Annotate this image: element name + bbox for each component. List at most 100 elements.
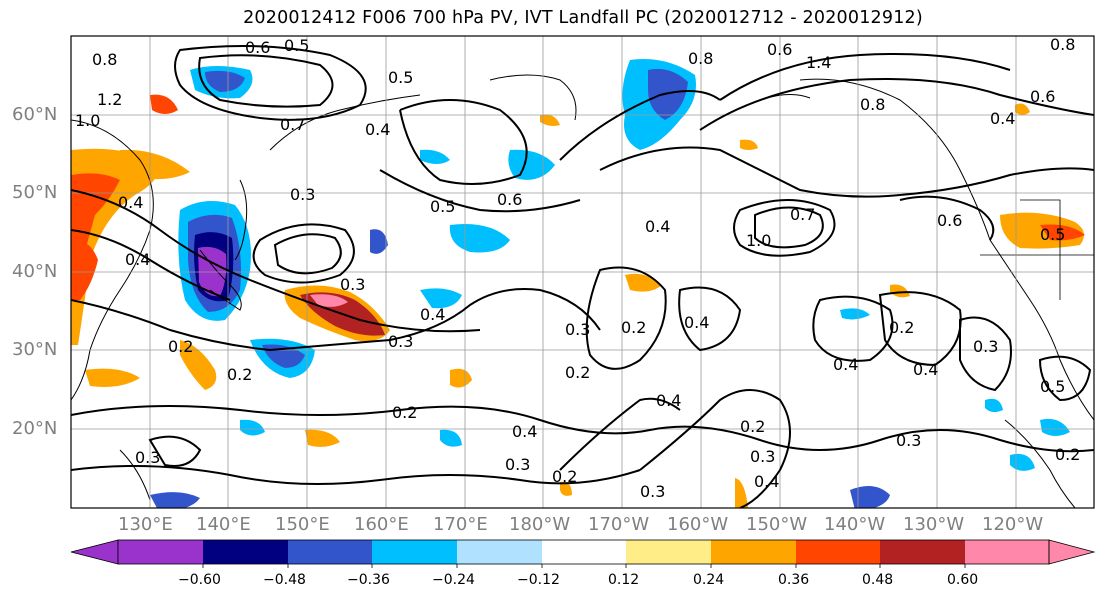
contour-label: 1.2 bbox=[97, 90, 122, 109]
contour-label: 0.6 bbox=[767, 40, 792, 59]
contour-label: 0.8 bbox=[860, 95, 885, 114]
shade-negative bbox=[420, 288, 462, 309]
lon-label: 160°E bbox=[354, 514, 409, 535]
lon-label: 170°E bbox=[433, 514, 488, 535]
contour-line bbox=[71, 189, 481, 333]
shade-negative bbox=[150, 492, 200, 508]
contour-line bbox=[585, 266, 667, 370]
contour-label: 0.4 bbox=[645, 217, 670, 236]
contour-line bbox=[719, 53, 1011, 101]
coastline bbox=[234, 179, 248, 261]
contour-label: 0.4 bbox=[990, 109, 1015, 128]
lon-label: 130°W bbox=[903, 514, 965, 535]
contour-label: 0.5 bbox=[388, 68, 413, 87]
contour-line bbox=[71, 465, 641, 485]
colorbar-segment bbox=[711, 540, 796, 564]
contour-label: 0.5 bbox=[1040, 377, 1065, 396]
contour-label: 0.2 bbox=[621, 318, 646, 337]
contour-label: 0.4 bbox=[512, 422, 537, 441]
shade-negative bbox=[240, 419, 265, 436]
shade-negative bbox=[370, 229, 388, 254]
contour-line bbox=[379, 169, 581, 213]
contour-label: 0.2 bbox=[565, 363, 590, 382]
lon-label: 150°E bbox=[275, 514, 330, 535]
contour-line bbox=[678, 286, 742, 352]
lat-label: 50°N bbox=[12, 182, 58, 203]
colorbar-tick-label: −0.12 bbox=[517, 572, 560, 588]
contour-line bbox=[1038, 355, 1092, 402]
contour-label: 0.8 bbox=[1050, 35, 1075, 54]
colorbar-segment bbox=[457, 540, 542, 564]
colorbar-tick-label: 0.36 bbox=[778, 572, 810, 588]
contour-line bbox=[174, 45, 367, 121]
contour-line bbox=[198, 54, 334, 108]
contour-line bbox=[559, 90, 721, 161]
contour-label: 0.3 bbox=[340, 275, 365, 294]
shade-negative bbox=[648, 68, 688, 120]
coastline bbox=[269, 94, 421, 151]
colorbar-tick-label: −0.48 bbox=[263, 572, 306, 588]
contour-label: 0.2 bbox=[1055, 445, 1080, 464]
contour-line bbox=[812, 295, 894, 362]
colorbar-tick-label: −0.36 bbox=[347, 572, 390, 588]
lon-label: 150°W bbox=[746, 514, 808, 535]
contour-label: 0.4 bbox=[833, 355, 858, 374]
lon-label: 140°E bbox=[196, 514, 251, 535]
shade-positive bbox=[1015, 103, 1030, 115]
shade-positive bbox=[85, 368, 140, 387]
contour-line bbox=[71, 229, 231, 301]
coastline bbox=[199, 249, 242, 311]
contour-label: 0.3 bbox=[565, 320, 590, 339]
contour-label: 0.3 bbox=[290, 185, 315, 204]
contour-label: 0.6 bbox=[497, 190, 522, 209]
lon-label: 120°W bbox=[982, 514, 1044, 535]
colorbar-segment bbox=[626, 540, 711, 564]
contour-line bbox=[733, 199, 836, 257]
contour-label: 0.4 bbox=[125, 250, 150, 269]
contour-label: 0.4 bbox=[913, 360, 938, 379]
contour-line bbox=[148, 435, 202, 467]
shade-positive bbox=[310, 294, 348, 307]
contour-line bbox=[252, 223, 355, 284]
colorbar-tick-label: 0.60 bbox=[947, 572, 979, 588]
colorbar-segment bbox=[118, 540, 203, 564]
border bbox=[1020, 199, 1061, 300]
contour-label: 0.4 bbox=[684, 313, 709, 332]
shade-negative bbox=[1040, 418, 1070, 436]
contour-label: 0.6 bbox=[245, 38, 270, 57]
contour-label: 0.4 bbox=[656, 391, 681, 410]
contour-label: 0.2 bbox=[227, 365, 252, 384]
map-frame bbox=[70, 35, 1095, 509]
contour-label: 0.7 bbox=[280, 115, 305, 134]
contour-label: 0.6 bbox=[1030, 87, 1055, 106]
colorbar-segment bbox=[372, 540, 457, 564]
contour-label: 0.2 bbox=[168, 337, 193, 356]
colorbar-tick-label: 0.24 bbox=[693, 572, 725, 588]
contour-label: 0.4 bbox=[420, 305, 445, 324]
contour-label: 0.2 bbox=[740, 417, 765, 436]
contour-line bbox=[699, 78, 1094, 131]
contour-line bbox=[754, 206, 824, 249]
shade-positive bbox=[560, 481, 572, 496]
lon-label: 180°W bbox=[509, 514, 571, 535]
shade-positive bbox=[735, 478, 748, 508]
shade-positive bbox=[450, 368, 472, 388]
contour-label: 0.5 bbox=[430, 197, 455, 216]
coastline bbox=[119, 449, 151, 501]
shade-negative bbox=[840, 308, 870, 320]
contour-label: 0.3 bbox=[505, 455, 530, 474]
contour-label: 0.6 bbox=[937, 211, 962, 230]
contour-label: 0.3 bbox=[135, 448, 160, 467]
shade-positive bbox=[180, 340, 217, 390]
contour-label: 0.8 bbox=[92, 50, 117, 69]
shade-negative bbox=[440, 429, 462, 447]
colorbar-extend-left bbox=[70, 539, 119, 565]
shade-negative bbox=[985, 398, 1003, 413]
shade-negative bbox=[420, 149, 450, 164]
contour-label: 0.3 bbox=[973, 337, 998, 356]
colorbar-segment bbox=[288, 540, 372, 564]
colorbar-tick-label: −0.24 bbox=[432, 572, 475, 588]
colorbar-segment bbox=[880, 540, 965, 564]
contour-label: 0.5 bbox=[284, 36, 309, 55]
colorbar-tick-label: 0.48 bbox=[862, 572, 894, 588]
